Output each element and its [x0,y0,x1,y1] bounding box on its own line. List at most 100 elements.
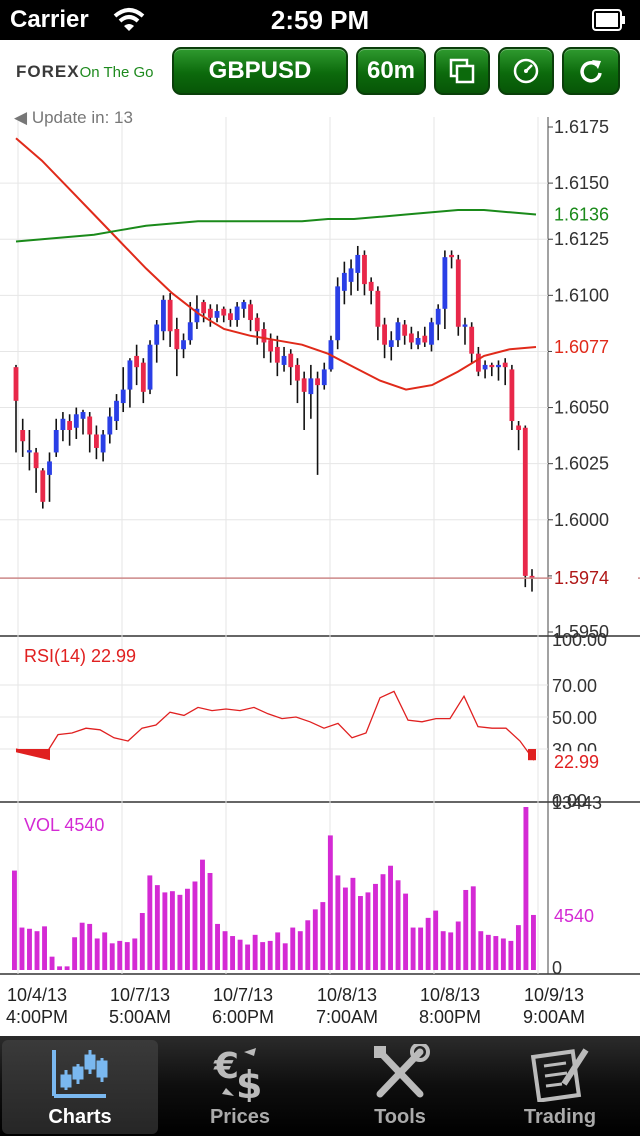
candle-body-51 [355,254,361,273]
candle-body-57 [395,322,401,341]
vol-bar-53 [410,927,416,970]
speed-button[interactable] [498,47,554,95]
time-label-date-1: 10/7/13 [110,985,170,1005]
time-label-date-4: 10/8/13 [420,985,480,1005]
candle-body-10 [80,412,86,419]
tab-charts-label: Charts [48,1106,112,1128]
candle-body-52 [362,254,367,285]
tab-charts[interactable]: Charts [2,1040,158,1134]
svg-text:$: $ [236,1063,262,1102]
candle-body-14 [107,416,113,435]
vol-bar-0 [12,870,17,970]
update-countdown: Update in: 13 [31,108,133,127]
vol-bar-56 [433,910,439,970]
vol-bar-16 [132,938,138,970]
candle-body-74 [509,369,515,422]
vol-bar-63 [485,934,491,970]
ma-slow-line [15,209,537,243]
vol-bar-30 [237,939,243,970]
vol-bar-3 [34,931,40,970]
refresh-icon [580,60,602,83]
candle-body-32 [228,313,233,321]
vol-bar-25 [200,859,205,970]
rsi-tick-2: 50.00 [552,708,597,728]
vol-bar-21 [169,891,175,970]
rsi-tick-4: 0.00 [552,791,587,811]
vol-bar-64 [493,936,499,970]
candle-body-61 [422,335,428,343]
vol-bar-23 [185,888,190,970]
svg-text:€: € [213,1046,239,1087]
vol-bar-66 [508,940,514,970]
clock: 2:59 PM [270,5,370,35]
candle-body-60 [415,337,421,345]
time-label-time-1: 5:00AM [109,1007,171,1027]
tab-prices-label: Prices [209,1106,271,1128]
chart-area[interactable]: 1.61751.61501.61251.61001.60751.60501.60… [0,102,640,1034]
price-tick-label-9: 1.5950 [554,622,609,642]
candle-body-22 [161,299,166,332]
candle-body-41 [288,353,294,368]
time-label-date-0: 10/4/13 [7,985,67,1005]
candle-body-45 [315,378,320,386]
vol-bar-52 [403,893,409,970]
window-button[interactable] [434,47,490,95]
tab-prices[interactable]: € $ Prices [162,1040,318,1134]
candle-body-59 [408,333,414,343]
chart-grid [0,117,640,975]
candle-body-50 [348,268,354,282]
candle-body-2 [26,450,32,453]
time-label-date-3: 10/8/13 [317,985,377,1005]
copy-windows-icon [449,58,475,84]
vol-bar-22 [177,894,183,970]
candle-body-62 [429,322,434,345]
price-tick-label-7: 1.6000 [554,510,609,530]
vol-bar-34 [267,940,273,970]
price-chart: 1.61751.61501.61251.61001.60751.60501.60… [0,117,640,1027]
candle-body-64 [442,257,448,309]
vol-bar-51 [395,880,401,970]
vol-bar-41 [320,902,326,970]
candle-body-15 [114,400,119,422]
tab-tools[interactable]: Tools [322,1040,478,1134]
candle-body-39 [274,346,280,363]
candle-body-76 [522,427,528,576]
vol-bar-36 [282,943,288,970]
vol-bar-27 [215,923,220,970]
timeframe-button[interactable]: 60m [356,47,426,95]
time-label-time-3: 7:00AM [316,1007,378,1027]
speedometer-icon [513,58,539,84]
vol-bar-32 [252,934,258,970]
update-indicator[interactable]: ◀ Update in: 13 [14,108,133,128]
candle-body-9 [73,414,79,428]
candle-body-30 [214,311,220,318]
vol-bar-26 [207,872,213,970]
candle-body-23 [167,299,173,332]
refresh-button[interactable] [562,47,620,95]
symbol-button[interactable]: GBPUSD [172,47,348,95]
vol-bar-2 [27,928,32,970]
vol-bar-7 [64,966,70,970]
candle-body-68 [469,326,475,354]
candle-body-40 [281,355,287,365]
ma-layer [0,137,640,579]
candle-body-12 [94,434,99,448]
wifi-icon [113,8,145,31]
vol-bar-6 [57,966,63,970]
vol-bar-9 [79,922,85,970]
candle-body-49 [341,272,347,291]
vol-bar-11 [94,938,100,970]
vol-bar-8 [72,937,78,970]
app-logo: FOREXOn The Go [16,62,154,82]
candle-body-8 [67,421,73,430]
time-label-time-5: 9:00AM [523,1007,585,1027]
vol-bar-19 [154,885,160,970]
tab-trading[interactable]: Trading [482,1040,638,1134]
candle-body-67 [462,324,468,327]
axis-label-layer: 1.61751.61501.61251.61001.60751.60501.60… [6,117,638,1027]
candle-body-70 [482,364,488,370]
vol-bar-10 [87,923,93,970]
candle-body-37 [261,329,267,343]
vol-bar-5 [49,956,55,970]
tools-icon [374,1044,430,1098]
